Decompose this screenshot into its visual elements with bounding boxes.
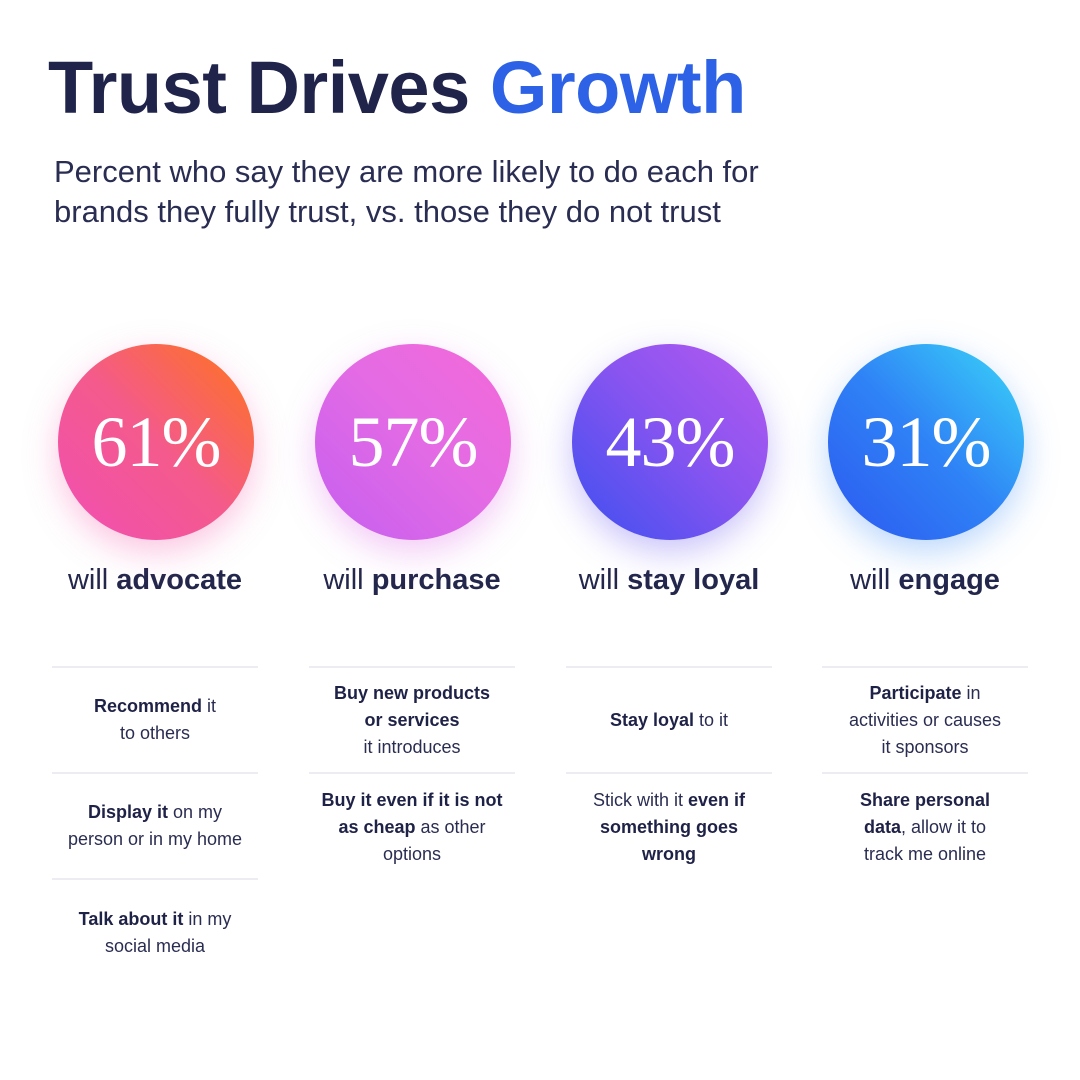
detail-text: as other [415,816,486,837]
detail-emphasis: as cheap [338,816,416,837]
stat-label-bold: purchase [371,564,501,596]
stat-value-engage: 31% [861,401,992,482]
detail-text: on my [167,802,223,822]
stat-items: Participate in activities or causes it spo… [822,666,1028,880]
detail-text: options [382,843,442,864]
stat-circle-wrap: 43% [566,340,772,546]
detail-emphasis: data [863,816,901,837]
stat-label-bold: engage [898,564,1000,596]
stat-detail-item: Talk about it in my social media [52,880,258,986]
stat-column-purchase: 57% will purchase Buy new products or ser… [309,340,515,880]
stat-detail-text: Buy it even if it is not as cheap as othe… [321,787,502,868]
stat-items: Stay loyal to it Stick with it even if som… [566,666,772,880]
stat-column-engage: 31% will engage Participate in activities… [822,340,1028,880]
stat-detail-item: Participate in activities or causes it spo… [822,668,1028,774]
stat-circle-wrap: 57% [309,340,515,546]
detail-emphasis: Stay loyal [609,709,695,730]
stat-detail-text: Participate in activities or causes it spo… [849,680,1001,761]
stat-circle-wrap: 61% [52,340,258,546]
detail-text: social media [104,936,206,956]
detail-text: to it [694,709,729,730]
detail-text: in [961,682,981,703]
stat-value-stay-loyal: 43% [605,401,736,482]
detail-text: , allow it to [900,816,987,837]
detail-text: in my [183,909,232,929]
detail-emphasis: Recommend [93,696,202,716]
stat-items: Buy new products or services it introduces… [309,666,515,880]
detail-emphasis: Buy new products [333,682,490,703]
detail-emphasis: something goes [599,816,738,837]
stat-label-prefix: will [578,564,628,596]
stat-circle-advocate: 61% [58,344,254,540]
stat-label-prefix: will [850,564,899,596]
detail-text: activities or causes [848,709,1002,730]
stat-label-advocate: will advocate [52,562,258,598]
stat-value-advocate: 61% [91,401,222,482]
stat-column-advocate: 61% will advocate Recommend it to others D… [52,340,258,986]
stat-circle-wrap: 31% [822,340,1028,546]
detail-emphasis: or services [364,709,460,730]
detail-emphasis: even if [688,789,746,810]
stat-label-purchase: will purchase [309,562,515,598]
detail-text: person or in my home [67,829,243,849]
stat-detail-item: Share personal data, allow it to track me … [822,774,1028,880]
stat-label-prefix: will [323,564,372,596]
stat-detail-item: Buy it even if it is not as cheap as othe… [309,774,515,880]
detail-text: track me online [863,843,987,864]
stat-label-prefix: will [67,564,117,596]
detail-emphasis: wrong [642,843,696,864]
stat-column-stay-loyal: 43% will stay loyal Stay loyal to it Stic… [566,340,772,880]
stat-detail-text: Talk about it in my social media [79,906,232,960]
stat-items: Recommend it to others Display it on my per… [52,666,258,986]
detail-emphasis: Participate [869,682,962,703]
stat-detail-text: Recommend it to others [94,693,216,747]
title-accent: Growth [489,46,746,129]
detail-emphasis: Share personal [859,789,991,810]
stat-detail-item: Display it on my person or in my home [52,774,258,880]
stat-detail-item: Recommend it to others [52,668,258,774]
stat-detail-text: Stay loyal to it [610,707,728,734]
stat-circle-engage: 31% [828,344,1024,540]
stat-label-stay-loyal: will stay loyal [566,562,772,598]
page-subtitle: Percent who say they are more likely to … [54,154,759,229]
detail-text: it sponsors [881,736,969,757]
stat-value-purchase: 57% [348,401,479,482]
detail-text: Stick with it [592,789,688,810]
detail-text: it [202,696,217,716]
stat-label-engage: will engage [822,562,1028,598]
stat-circle-purchase: 57% [315,344,511,540]
detail-emphasis: Buy it even if it is not [321,789,503,810]
detail-text: to others [119,723,191,743]
stat-detail-item: Stick with it even if something goes wrong [566,774,772,880]
title-main: Trust Drives [48,46,490,129]
stat-circle-stay-loyal: 43% [572,344,768,540]
stat-detail-item: Stay loyal to it [566,668,772,774]
detail-text: it introduces [363,736,461,757]
stat-detail-text: Share personal data, allow it to track me … [860,787,990,868]
stat-detail-item: Buy new products or services it introduces [309,668,515,774]
detail-emphasis: Display it [87,802,168,822]
stat-detail-text: Display it on my person or in my home [68,799,242,853]
page-title: Trust Drives Growth [48,44,746,132]
stat-label-bold: advocate [116,564,243,596]
stat-detail-text: Buy new products or services it introduces [334,680,490,761]
stat-label-bold: stay loyal [627,564,760,596]
detail-emphasis: Talk about it [78,909,184,929]
stat-detail-text: Stick with it even if something goes wrong [593,787,745,868]
